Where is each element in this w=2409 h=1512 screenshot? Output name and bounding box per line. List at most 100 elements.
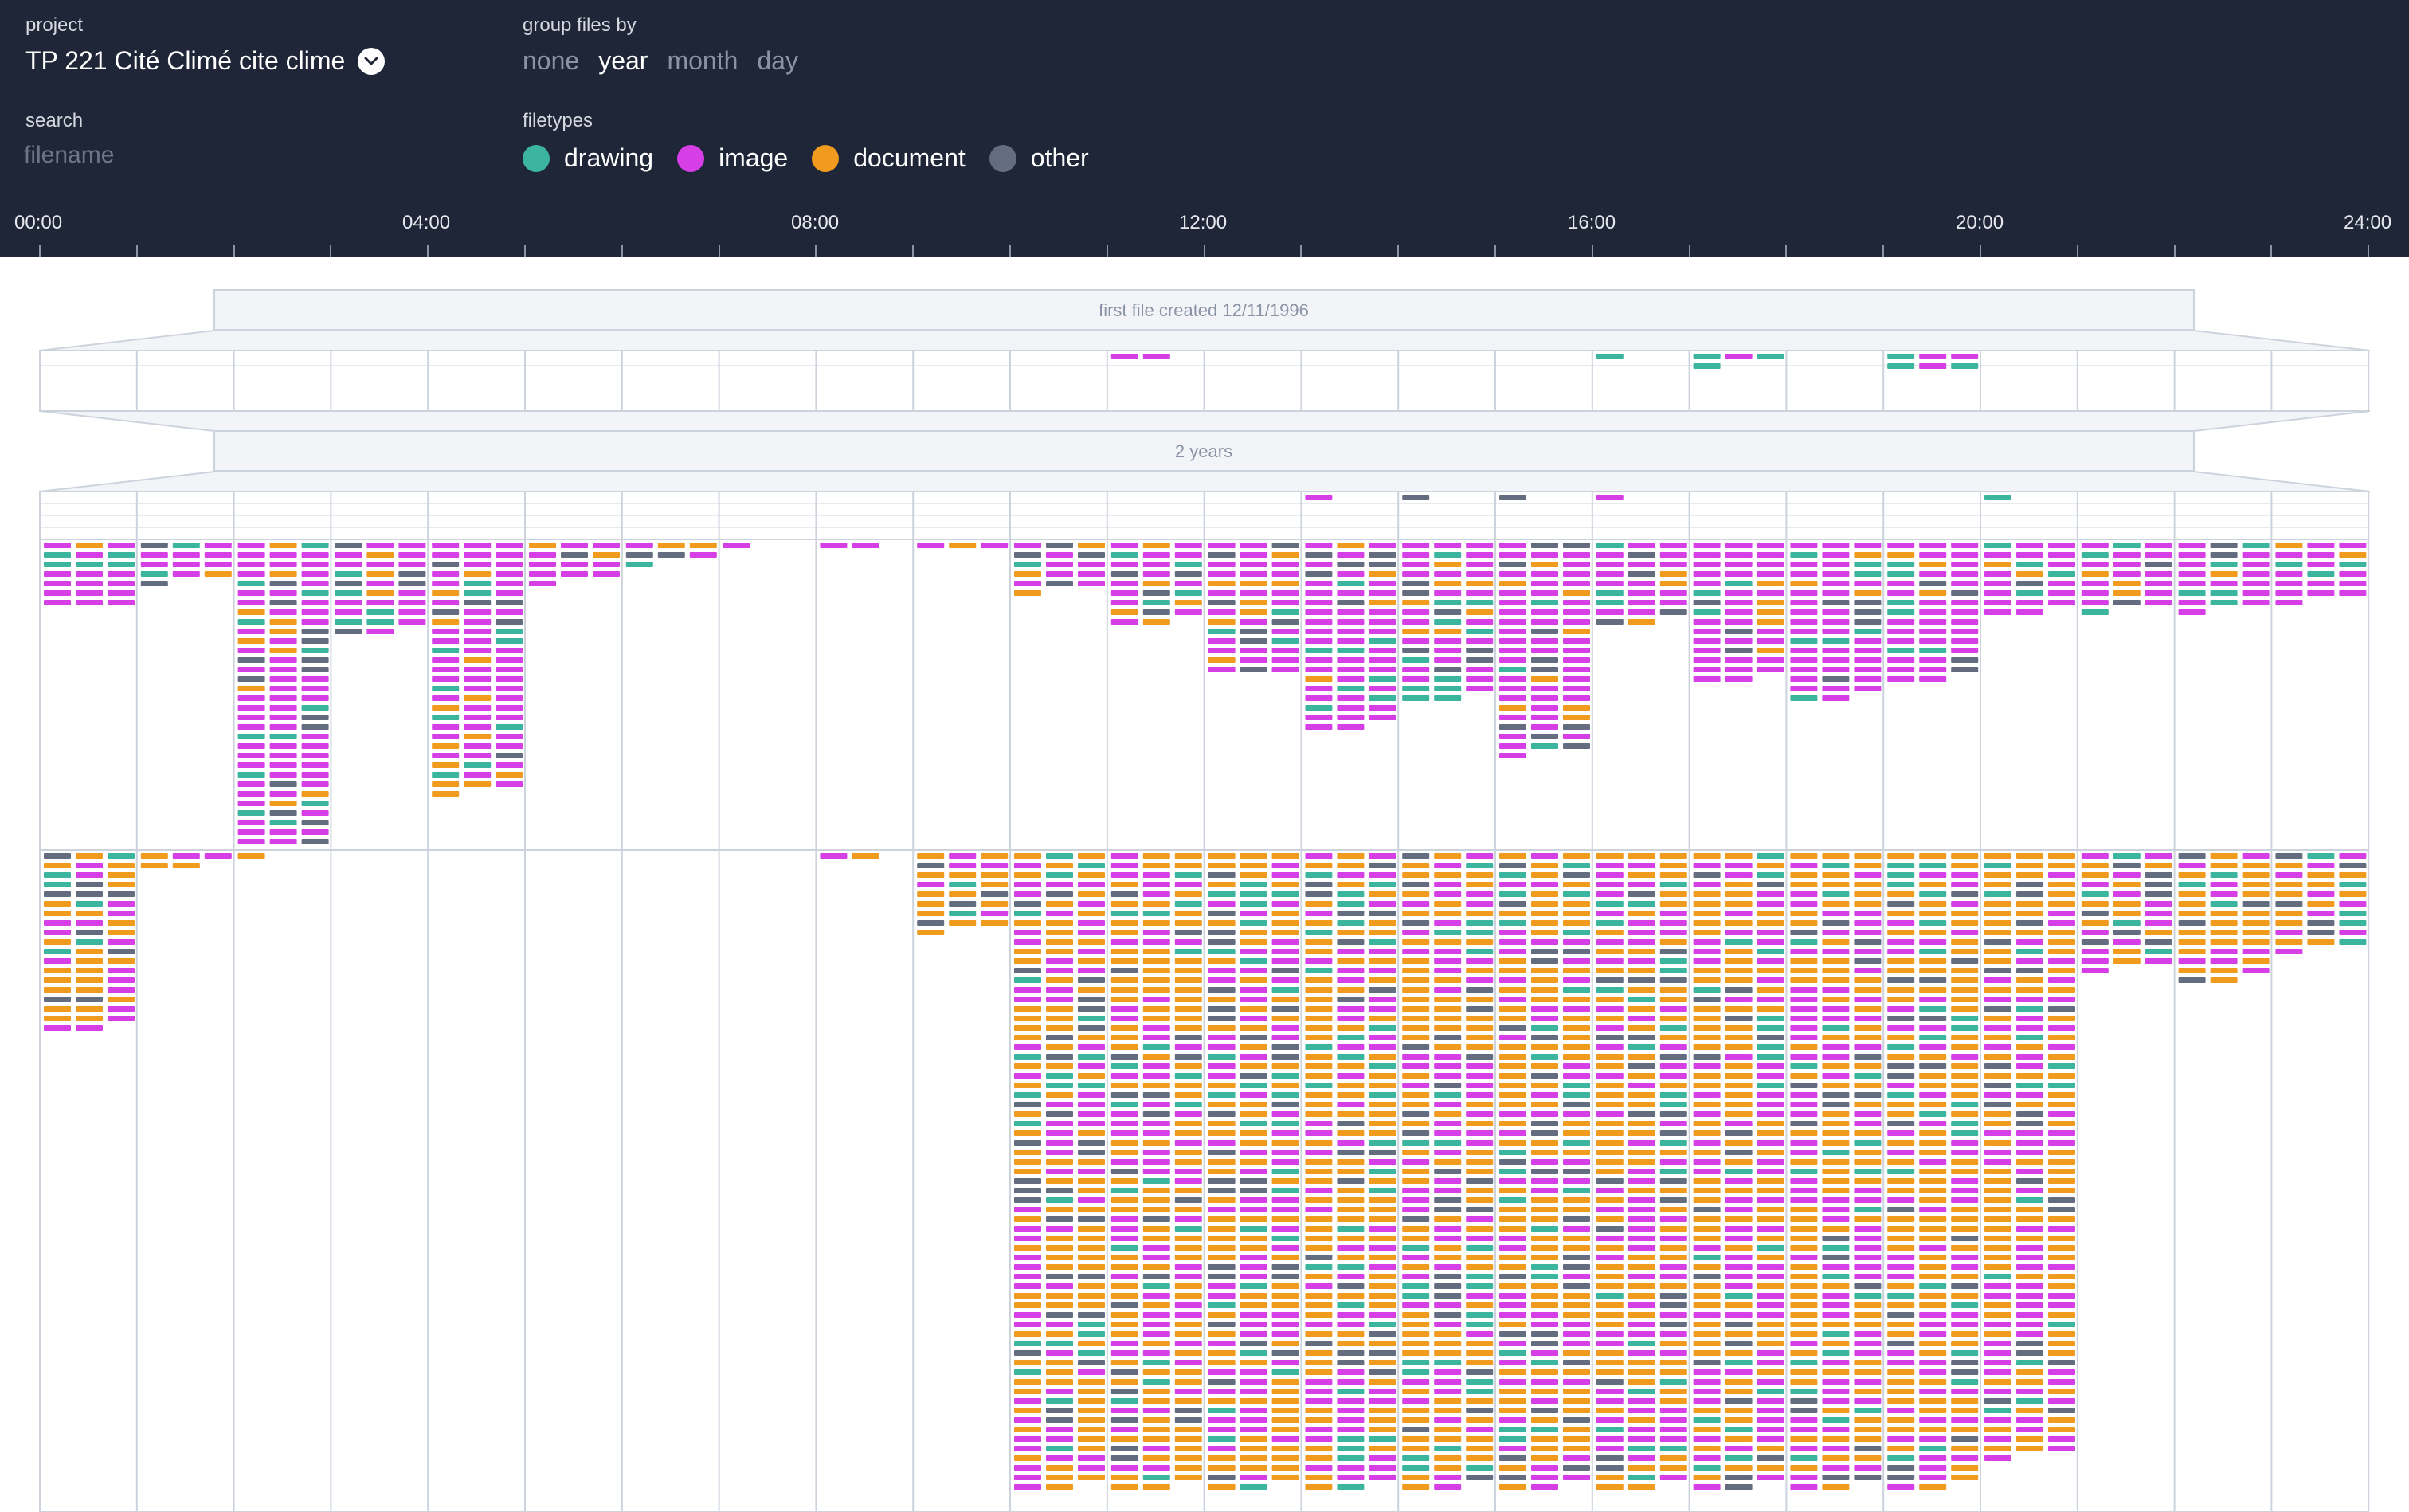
file-mark[interactable] bbox=[1078, 1255, 1105, 1260]
file-mark[interactable] bbox=[1014, 1159, 1041, 1165]
file-mark[interactable] bbox=[1822, 695, 1850, 701]
file-mark[interactable] bbox=[1854, 1083, 1882, 1088]
file-mark[interactable] bbox=[1499, 686, 1526, 691]
file-mark[interactable] bbox=[1337, 1216, 1365, 1222]
file-mark[interactable] bbox=[1078, 1207, 1105, 1212]
file-mark[interactable] bbox=[1078, 1331, 1105, 1337]
file-mark[interactable] bbox=[1984, 863, 2011, 868]
file-mark[interactable] bbox=[1790, 1341, 1818, 1346]
file-mark[interactable] bbox=[1531, 1083, 1558, 1088]
file-mark[interactable] bbox=[1369, 901, 1396, 907]
file-mark[interactable] bbox=[723, 543, 750, 548]
file-mark[interactable] bbox=[1046, 920, 1073, 926]
file-mark[interactable] bbox=[1693, 1121, 1721, 1126]
file-mark[interactable] bbox=[1659, 1245, 1687, 1251]
file-mark[interactable] bbox=[204, 571, 232, 577]
file-mark[interactable] bbox=[1402, 1398, 1430, 1404]
file-mark[interactable] bbox=[1563, 1302, 1590, 1308]
file-mark[interactable] bbox=[1369, 1245, 1396, 1251]
file-mark[interactable] bbox=[237, 686, 265, 691]
file-mark[interactable] bbox=[1078, 1341, 1105, 1346]
file-mark[interactable] bbox=[1369, 1331, 1396, 1337]
file-mark[interactable] bbox=[1110, 920, 1138, 926]
file-mark[interactable] bbox=[1369, 1465, 1396, 1471]
file-mark[interactable] bbox=[1628, 1197, 1655, 1203]
file-mark[interactable] bbox=[237, 791, 265, 797]
file-mark[interactable] bbox=[1434, 1025, 1462, 1031]
file-mark[interactable] bbox=[2339, 562, 2367, 567]
file-mark[interactable] bbox=[1240, 667, 1267, 672]
file-mark[interactable] bbox=[1305, 1360, 1333, 1365]
file-mark[interactable] bbox=[1078, 1436, 1105, 1442]
file-mark[interactable] bbox=[496, 552, 523, 558]
file-mark[interactable] bbox=[1725, 1083, 1753, 1088]
file-mark[interactable] bbox=[2081, 600, 2109, 605]
file-mark[interactable] bbox=[1984, 1226, 2011, 1232]
file-mark[interactable] bbox=[1757, 911, 1784, 916]
file-mark[interactable] bbox=[1014, 1025, 1041, 1031]
file-mark[interactable] bbox=[1369, 1216, 1396, 1222]
file-mark[interactable] bbox=[1240, 987, 1267, 993]
file-mark[interactable] bbox=[2242, 872, 2270, 878]
file-mark[interactable] bbox=[1919, 1150, 1947, 1155]
file-mark[interactable] bbox=[2016, 1226, 2043, 1232]
file-mark[interactable] bbox=[1337, 657, 1365, 663]
file-mark[interactable] bbox=[1305, 629, 1333, 634]
file-mark[interactable] bbox=[1014, 1398, 1041, 1404]
file-mark[interactable] bbox=[1951, 1369, 1979, 1375]
file-mark[interactable] bbox=[1563, 1197, 1590, 1203]
file-mark[interactable] bbox=[1466, 648, 1494, 653]
file-mark[interactable] bbox=[1305, 1035, 1333, 1040]
file-mark[interactable] bbox=[1240, 638, 1267, 644]
file-mark[interactable] bbox=[1305, 657, 1333, 663]
file-mark[interactable] bbox=[1434, 1197, 1462, 1203]
file-mark[interactable] bbox=[1369, 1092, 1396, 1098]
file-mark[interactable] bbox=[1208, 891, 1236, 897]
file-mark[interactable] bbox=[1887, 1274, 1915, 1279]
file-mark[interactable] bbox=[2339, 872, 2367, 878]
file-mark[interactable] bbox=[1531, 1369, 1558, 1375]
file-mark[interactable] bbox=[1337, 1322, 1365, 1327]
file-mark[interactable] bbox=[1531, 638, 1558, 644]
file-mark[interactable] bbox=[1984, 495, 2011, 500]
file-mark[interactable] bbox=[1563, 1073, 1590, 1079]
file-mark[interactable] bbox=[1563, 1417, 1590, 1423]
file-mark[interactable] bbox=[657, 552, 685, 558]
file-mark[interactable] bbox=[1563, 1245, 1590, 1251]
file-mark[interactable] bbox=[1725, 1111, 1753, 1117]
file-mark[interactable] bbox=[1271, 1035, 1299, 1040]
file-mark[interactable] bbox=[2016, 872, 2043, 878]
file-mark[interactable] bbox=[1628, 882, 1655, 887]
file-mark[interactable] bbox=[1693, 1255, 1721, 1260]
file-mark[interactable] bbox=[1271, 882, 1299, 887]
file-mark[interactable] bbox=[1078, 1150, 1105, 1155]
file-mark[interactable] bbox=[2016, 1283, 2043, 1289]
file-mark[interactable] bbox=[2275, 863, 2303, 868]
file-mark[interactable] bbox=[1402, 901, 1430, 907]
file-mark[interactable] bbox=[1110, 891, 1138, 897]
file-mark[interactable] bbox=[1305, 715, 1333, 720]
file-mark[interactable] bbox=[1822, 1475, 1850, 1480]
file-mark[interactable] bbox=[1499, 1322, 1526, 1327]
file-mark[interactable] bbox=[1466, 657, 1494, 663]
file-mark[interactable] bbox=[1790, 958, 1818, 964]
file-mark[interactable] bbox=[2048, 552, 2075, 558]
file-mark[interactable] bbox=[1369, 1408, 1396, 1413]
file-mark[interactable] bbox=[2048, 1169, 2075, 1174]
file-mark[interactable] bbox=[1757, 1016, 1784, 1021]
file-mark[interactable] bbox=[1240, 1073, 1267, 1079]
file-mark[interactable] bbox=[1563, 1427, 1590, 1432]
file-mark[interactable] bbox=[1659, 1417, 1687, 1423]
file-mark[interactable] bbox=[1919, 1121, 1947, 1126]
file-mark[interactable] bbox=[269, 762, 297, 768]
file-mark[interactable] bbox=[1919, 581, 1947, 586]
file-mark[interactable] bbox=[2081, 911, 2109, 916]
file-mark[interactable] bbox=[1951, 1083, 1979, 1088]
file-mark[interactable] bbox=[335, 609, 362, 615]
file-mark[interactable] bbox=[1337, 552, 1365, 558]
file-mark[interactable] bbox=[2048, 1379, 2075, 1385]
file-mark[interactable] bbox=[1305, 543, 1333, 548]
file-mark[interactable] bbox=[1531, 686, 1558, 691]
file-mark[interactable] bbox=[1531, 853, 1558, 859]
file-mark[interactable] bbox=[269, 543, 297, 548]
